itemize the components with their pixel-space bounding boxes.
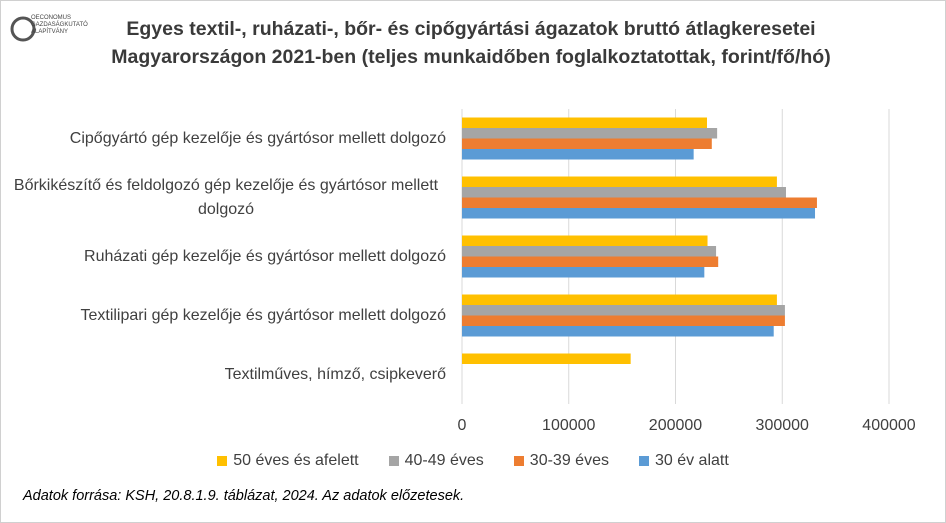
x-tick-label: 100000 [542, 417, 596, 434]
legend-item: 50 éves és afelett [217, 452, 359, 470]
legend-item: 30 év alatt [638, 452, 729, 470]
legend-label: 30-39 éves [529, 452, 609, 469]
source-note: Adatok forrása: KSH, 20.8.1.9. táblázat,… [23, 488, 465, 504]
logo-mark [10, 16, 36, 42]
legend-item: 40-49 éves [388, 452, 484, 470]
category-label: Textilipari gép kezelője és gyártósor me… [1, 286, 446, 345]
bar [462, 138, 712, 149]
legend-swatch [217, 456, 228, 466]
category-text: Ruházati gép kezelője és gyártósor melle… [84, 247, 446, 265]
bar [462, 267, 705, 278]
legend-swatch [388, 456, 399, 466]
category-text: Cipőgyártó gép kezelője és gyártósor mel… [69, 129, 446, 147]
legend-label: 40-49 éves [404, 452, 484, 469]
x-tick-label: 400000 [862, 417, 916, 434]
bar [462, 128, 718, 139]
bar [462, 149, 694, 160]
bar [462, 353, 631, 364]
x-tick-label: 0 [457, 417, 467, 434]
bar [462, 315, 785, 326]
legend: 50 éves és afelett 40-49 éves 30-39 éves 30… [1, 452, 945, 470]
bar [462, 294, 777, 305]
x-tick-label: 300000 [755, 417, 809, 434]
bar [462, 305, 785, 316]
legend-item: 30-39 éves [513, 452, 609, 470]
legend-label: 30 év alatt [654, 452, 729, 469]
bar [462, 176, 777, 187]
category-text: Bőrkikészítő és feldolgozó gép kezelője … [13, 176, 439, 218]
logo-text: OECONOMUS GAZDASÁGKUTATÓ ALAPÍTVÁNY [31, 15, 88, 35]
legend-swatch [638, 456, 649, 466]
bar [462, 208, 816, 219]
x-tick-label: 200000 [648, 417, 703, 434]
bar [462, 117, 707, 128]
category-text: Textilműves, hímző, csipkeverő [224, 365, 446, 383]
bar [462, 197, 817, 208]
chart-title: Egyes textil-, ruházati-, bőr- és cipőgy… [111, 18, 831, 68]
bar [462, 246, 717, 257]
category-label: Bőrkikészítő és feldolgozó gép kezelője … [1, 168, 446, 227]
bar [462, 256, 719, 267]
category-text: Textilipari gép kezelője és gyártósor me… [80, 306, 446, 324]
bar [462, 187, 786, 198]
legend-swatch [513, 456, 524, 466]
bar [462, 235, 708, 246]
bar [462, 326, 774, 337]
category-label: Cipőgyártó gép kezelője és gyártósor mel… [1, 109, 446, 168]
category-label: Ruházati gép kezelője és gyártósor melle… [1, 227, 446, 286]
category-label: Textilműves, hímző, csipkeverő [1, 345, 446, 404]
legend-label: 50 éves és afelett [233, 452, 359, 469]
